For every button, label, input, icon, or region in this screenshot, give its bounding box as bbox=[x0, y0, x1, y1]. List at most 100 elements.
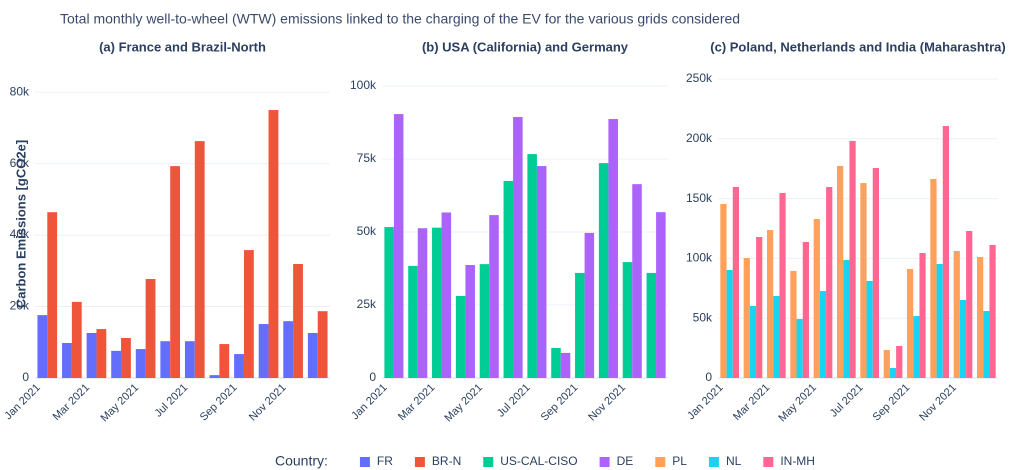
bar bbox=[749, 305, 757, 378]
bar bbox=[989, 244, 996, 378]
x-tick-label: Jan 2021 bbox=[2, 382, 42, 422]
x-tick-label: Jan 2021 bbox=[685, 382, 725, 422]
x-tick-label: May 2021 bbox=[442, 382, 485, 425]
bar bbox=[732, 186, 739, 378]
bar bbox=[441, 212, 452, 378]
bar bbox=[209, 375, 220, 378]
bar bbox=[843, 259, 850, 378]
y-tick-label: 150k bbox=[686, 191, 713, 205]
bar bbox=[62, 342, 72, 378]
bar bbox=[726, 269, 733, 378]
bar bbox=[145, 279, 156, 378]
y-tick-label: 0 bbox=[705, 370, 712, 384]
y-tick-label: 80k bbox=[10, 84, 30, 98]
bar bbox=[646, 272, 657, 378]
bar bbox=[536, 166, 547, 378]
bar bbox=[872, 167, 879, 378]
bar bbox=[219, 344, 230, 378]
y-tick-label: 250k bbox=[686, 71, 713, 85]
x-tick-label: Sep 2021 bbox=[539, 382, 581, 424]
bar bbox=[37, 315, 48, 378]
legend-label: FR bbox=[377, 454, 393, 468]
bar bbox=[513, 117, 523, 379]
subplot-title: (b) USA (California) and Germany bbox=[422, 39, 629, 54]
bar bbox=[913, 316, 920, 378]
bar bbox=[384, 227, 394, 378]
bar bbox=[802, 242, 809, 378]
chart-title: Total monthly well-to-wheel (WTW) emissi… bbox=[60, 11, 740, 27]
y-tick-label: 50k bbox=[357, 224, 377, 238]
legend-label: IN-MH bbox=[780, 454, 815, 468]
bar bbox=[743, 258, 750, 378]
legend-swatch bbox=[359, 457, 370, 467]
legend-label: DE bbox=[617, 454, 634, 468]
bar bbox=[889, 367, 897, 378]
bar bbox=[71, 301, 82, 378]
bar bbox=[479, 264, 490, 378]
bar bbox=[393, 114, 404, 379]
bar bbox=[883, 350, 890, 378]
bar bbox=[779, 192, 786, 378]
y-tick-label: 100k bbox=[686, 251, 713, 265]
bar bbox=[936, 264, 943, 378]
legend-swatch bbox=[599, 457, 610, 467]
bar bbox=[896, 345, 903, 378]
x-tick-label: Jan 2021 bbox=[349, 382, 389, 422]
bar bbox=[121, 337, 131, 378]
bar bbox=[959, 300, 967, 378]
bar bbox=[977, 256, 984, 378]
bar bbox=[966, 230, 973, 378]
y-tick-label: 100k bbox=[350, 78, 377, 92]
bar bbox=[465, 265, 475, 378]
legend-swatch bbox=[483, 457, 494, 467]
bar bbox=[796, 319, 803, 378]
bar bbox=[622, 262, 633, 378]
bar bbox=[283, 321, 294, 378]
legend-label: NL bbox=[726, 454, 742, 468]
bar bbox=[907, 269, 914, 378]
bar bbox=[317, 311, 328, 378]
legend-title: Country: bbox=[275, 453, 328, 469]
bar bbox=[560, 352, 571, 378]
x-tick-label: May 2021 bbox=[99, 382, 142, 425]
subplot-title: (c) Poland, Netherlands and India (Mahar… bbox=[710, 39, 1005, 54]
bar bbox=[866, 280, 873, 378]
y-tick-label: 25k bbox=[357, 297, 377, 311]
bar bbox=[826, 186, 833, 378]
bar bbox=[849, 140, 856, 378]
y-tick-label: 0 bbox=[22, 370, 29, 384]
x-tick-label: May 2021 bbox=[776, 382, 819, 425]
y-tick-label: 60k bbox=[10, 156, 30, 170]
legend-label: PL bbox=[672, 454, 687, 468]
bar bbox=[432, 227, 442, 378]
bar bbox=[860, 183, 867, 378]
y-tick-label: 0 bbox=[369, 370, 376, 384]
legend-swatch bbox=[708, 457, 719, 467]
bar bbox=[170, 166, 181, 378]
bar bbox=[455, 295, 466, 378]
y-tick-label: 50k bbox=[693, 310, 713, 324]
bar bbox=[767, 230, 774, 378]
subplot-title: (a) France and Brazil-North bbox=[99, 39, 266, 54]
bar bbox=[837, 165, 844, 378]
x-tick-label: Nov 2021 bbox=[586, 382, 628, 424]
legend-label: BR-N bbox=[432, 454, 461, 468]
bar bbox=[584, 232, 595, 378]
bar bbox=[608, 119, 618, 378]
bar bbox=[819, 291, 827, 378]
bar bbox=[135, 349, 146, 378]
x-tick-label: Mar 2021 bbox=[51, 382, 92, 423]
legend-swatch bbox=[414, 457, 425, 467]
x-tick-label: Mar 2021 bbox=[731, 382, 772, 423]
bar bbox=[184, 341, 195, 378]
bar bbox=[194, 141, 205, 378]
x-tick-label: Sep 2021 bbox=[871, 382, 913, 424]
bar bbox=[503, 180, 514, 378]
x-tick-label: Mar 2021 bbox=[396, 382, 437, 423]
bar bbox=[417, 228, 428, 378]
y-tick-label: 200k bbox=[686, 131, 713, 145]
legend-label: US-CAL-CISO bbox=[500, 454, 577, 468]
bar bbox=[575, 272, 585, 378]
legend-swatch bbox=[655, 457, 666, 467]
bar bbox=[773, 295, 780, 378]
